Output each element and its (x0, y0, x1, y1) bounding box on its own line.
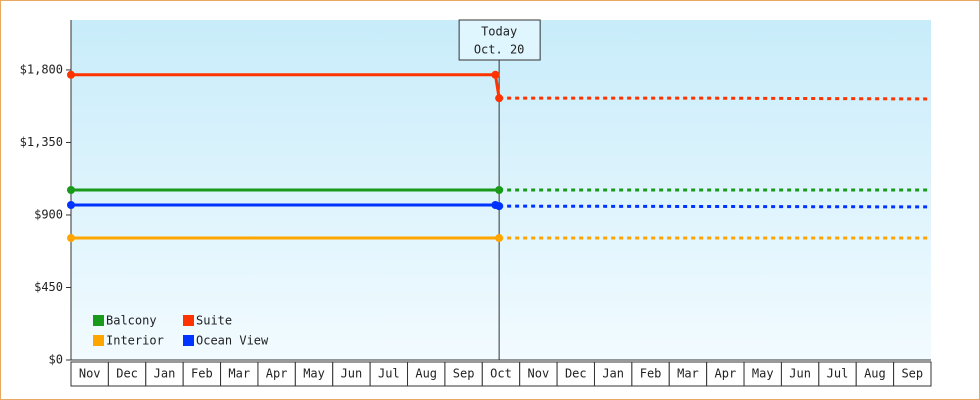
x-tick-label: Aug (864, 367, 886, 381)
x-tick-label: Apr (715, 367, 737, 381)
x-tick-label: Feb (640, 367, 662, 381)
month-cell (706, 361, 745, 387)
month-cell (369, 361, 409, 387)
today-label: Today (481, 25, 517, 39)
month-cell (145, 361, 184, 387)
point (495, 202, 504, 211)
x-tick-label: Oct (490, 367, 512, 381)
month-cell (556, 361, 595, 387)
point (67, 234, 75, 243)
month-cell (70, 361, 109, 387)
today-box (458, 19, 541, 61)
x-tick-label: Jun (789, 367, 811, 381)
x-tick-label: Jan (602, 367, 624, 381)
x-tick-label: Mar (677, 367, 699, 381)
x-tick-label: Jan (154, 367, 176, 381)
month-cell (332, 361, 371, 387)
x-tick-label: May (303, 367, 325, 381)
month-cell (743, 361, 782, 387)
month-cell (631, 361, 670, 387)
y-tick-label: $1,800 (20, 62, 63, 76)
month-cell (294, 361, 334, 387)
month-cell (220, 361, 259, 387)
month-cell (780, 361, 820, 387)
month-cell (893, 361, 932, 387)
x-tick-label: Sep (453, 367, 475, 381)
legend-label: Interior (106, 334, 164, 348)
x-tick-label: Jul (378, 367, 400, 381)
point (67, 70, 75, 79)
x-tick-label: Nov (79, 367, 101, 381)
legend-label: Suite (196, 314, 232, 328)
month-cell (407, 361, 446, 387)
x-tick-label: Aug (415, 367, 437, 381)
y-tick-label: $0 (49, 353, 63, 367)
x-tick-label: Feb (191, 367, 213, 381)
point (67, 186, 75, 194)
x-tick-label: Jul (827, 367, 849, 381)
history-line (71, 203, 500, 208)
x-tick-label: Dec (116, 367, 138, 381)
x-tick-label: Nov (528, 367, 550, 381)
legend-label: Ocean View (196, 334, 269, 348)
point (495, 186, 504, 194)
legend-swatch (183, 315, 194, 326)
today-date: Oct. 20 (474, 43, 525, 57)
y-tick-label: $900 (34, 207, 63, 221)
point (495, 94, 504, 103)
point (491, 70, 500, 79)
x-tick-label: Dec (565, 367, 587, 381)
x-tick-label: Apr (266, 367, 288, 381)
month-cell (593, 361, 633, 387)
y-tick-label: $450 (34, 280, 63, 294)
point (495, 234, 504, 243)
legend-label: Balcony (106, 314, 157, 328)
legend-swatch (93, 335, 104, 346)
month-cell (257, 361, 296, 387)
month-cell (182, 361, 222, 387)
x-tick-label: May (752, 367, 774, 381)
point (67, 200, 75, 209)
legend-swatch (93, 315, 104, 326)
month-cell (668, 361, 708, 387)
x-tick-label: Mar (228, 367, 250, 381)
month-cell (107, 361, 147, 387)
x-tick-label: Jun (341, 367, 363, 381)
legend-swatch (183, 335, 194, 346)
y-tick-label: $1,350 (20, 135, 63, 149)
month-cell (519, 361, 558, 387)
x-tick-label: Sep (901, 367, 923, 381)
